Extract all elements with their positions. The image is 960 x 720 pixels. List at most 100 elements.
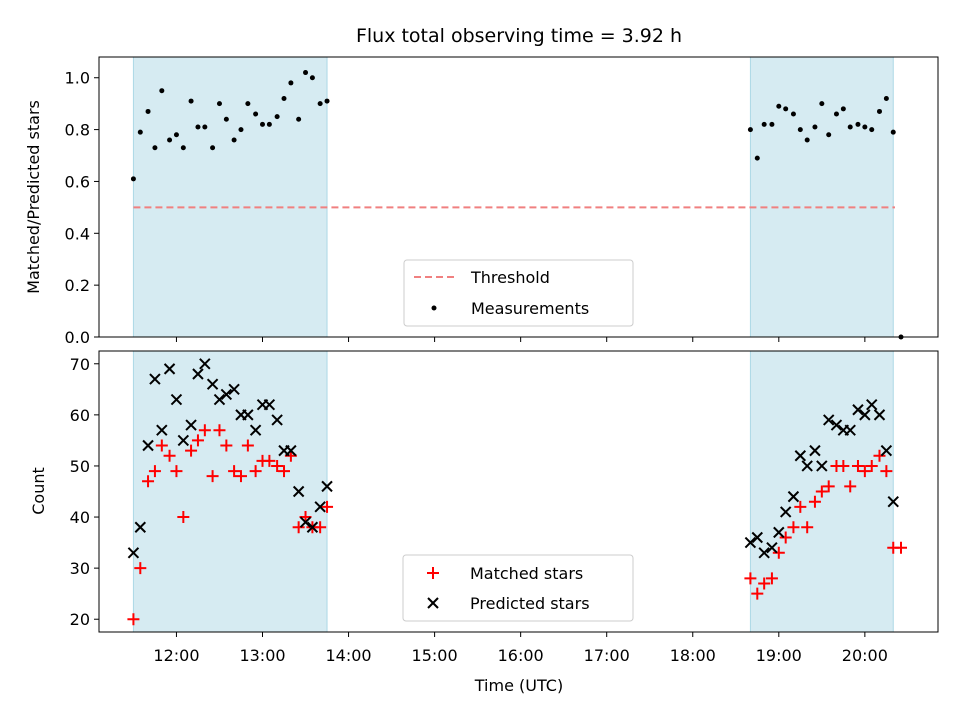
measurement-point (137, 129, 143, 135)
x-tick-label: 17:00 (584, 646, 630, 665)
measurement-point (869, 127, 875, 133)
matched-stars-point (314, 521, 327, 534)
measurement-point (783, 106, 789, 112)
predicted-stars-point (263, 398, 276, 411)
measurement-point (195, 124, 201, 130)
y-tick-label: 0.0 (65, 328, 90, 347)
predicted-stars-point (744, 536, 757, 549)
matched-stars-point (292, 521, 305, 534)
count-legend: Matched stars Predicted stars (402, 554, 634, 622)
measurement-point (324, 98, 330, 104)
matched-stars-point (808, 495, 821, 508)
matched-stars-point (228, 465, 241, 478)
ratio-legend-box (403, 259, 634, 327)
predicted-stars-point (163, 363, 176, 375)
matched-stars-point (837, 459, 850, 472)
matched-stars-point (815, 485, 828, 498)
x-tick-label: 15:00 (412, 646, 458, 665)
measurement-point (202, 124, 208, 130)
matched-stars-point (249, 465, 262, 478)
ratio-panel: 0.0 0.2 0.4 0.6 0.8 1.0 Matched/Predicted sta… (24, 56, 939, 347)
x-axis-label: Time (UTC) (474, 676, 563, 695)
matched-stars-point (751, 587, 764, 600)
measurement-point (210, 145, 216, 151)
matched-stars-point (198, 424, 211, 437)
count-y-axis-label: Count (29, 467, 48, 515)
measurement-point (245, 101, 251, 107)
predicted-stars-point (751, 531, 763, 544)
matched-stars-point (278, 465, 291, 478)
measurement-point (890, 129, 896, 135)
measurement-point (847, 124, 853, 130)
matched-stars-point (220, 439, 233, 452)
predicted-stars-point (321, 480, 333, 493)
y-tick-label: 1.0 (65, 69, 90, 88)
x-tick-label: 14:00 (325, 646, 371, 665)
ratio-legend: Threshold Measurements (403, 259, 634, 327)
matched-stars-point (241, 439, 254, 452)
measurement-point (180, 145, 186, 151)
measurement-point (761, 121, 767, 127)
matched-stars-point (873, 449, 886, 462)
matched-stars-point (880, 465, 893, 478)
measurement-point (188, 98, 194, 104)
measurement-point (259, 121, 265, 127)
predicted-stars-point (830, 419, 843, 431)
predicted-stars-point (228, 383, 240, 396)
predicted-stars-point (801, 460, 813, 472)
measurement-point (266, 121, 272, 127)
x-tick-label: 12:00 (153, 646, 199, 665)
y-tick-label: 20 (70, 610, 90, 629)
observing-interval-shade (132, 56, 328, 338)
y-tick-label: 0.6 (65, 172, 90, 191)
chart-title: Flux total observing time = 3.92 h (356, 25, 682, 47)
predicted-stars-point (149, 373, 161, 385)
measurement-point (833, 111, 839, 117)
measurement-point (216, 101, 222, 107)
measurement-point (253, 111, 259, 117)
predicted-stars-point (192, 368, 204, 380)
y-tick-label: 70 (70, 355, 90, 374)
measurement-point (754, 155, 760, 161)
measurement-point (812, 124, 818, 130)
predicted-stars-point (758, 547, 770, 559)
matched-stars-point (779, 531, 792, 544)
measurement-point (130, 176, 136, 182)
legend-threshold-label: Threshold (470, 268, 550, 287)
predicted-stars-point (823, 414, 835, 426)
y-tick-label: 0.2 (65, 276, 90, 295)
x-tick-label: 16:00 (498, 646, 544, 665)
measurement-point (855, 121, 861, 127)
predicted-stars-point (292, 485, 305, 498)
measurement-point (797, 127, 803, 133)
measurement-point (876, 108, 882, 114)
measurement-point (309, 75, 315, 81)
matched-stars-point (271, 459, 284, 472)
matched-stars-point (844, 480, 857, 493)
predicted-stars-point (306, 521, 319, 533)
predicted-stars-point (766, 541, 778, 554)
predicted-stars-point (199, 358, 211, 370)
x-tick-label: 13:00 (239, 646, 285, 665)
matched-stars-point (213, 424, 226, 437)
matched-stars-point (234, 470, 247, 483)
count-legend-box (402, 554, 634, 622)
predicted-stars-point (299, 516, 312, 528)
matched-stars-point (865, 459, 878, 472)
predicted-stars-point (779, 506, 792, 518)
matched-stars-point (155, 439, 168, 452)
x-tick-label: 18:00 (670, 646, 716, 665)
matched-stars-point (185, 444, 198, 457)
predicted-stars-point (866, 398, 878, 411)
ratio-y-axis-label: Matched/Predicted stars (24, 100, 43, 294)
measurement-point (317, 101, 323, 107)
matched-stars-point (134, 562, 147, 575)
predicted-stars-point (134, 521, 147, 533)
predicted-stars-point (185, 419, 197, 431)
matched-stars-point (206, 470, 219, 483)
matched-stars-point (822, 480, 835, 493)
measurement-point (840, 106, 846, 112)
matched-stars-point (263, 454, 276, 467)
matched-stars-point (894, 541, 907, 554)
predicted-stars-point (873, 409, 886, 421)
